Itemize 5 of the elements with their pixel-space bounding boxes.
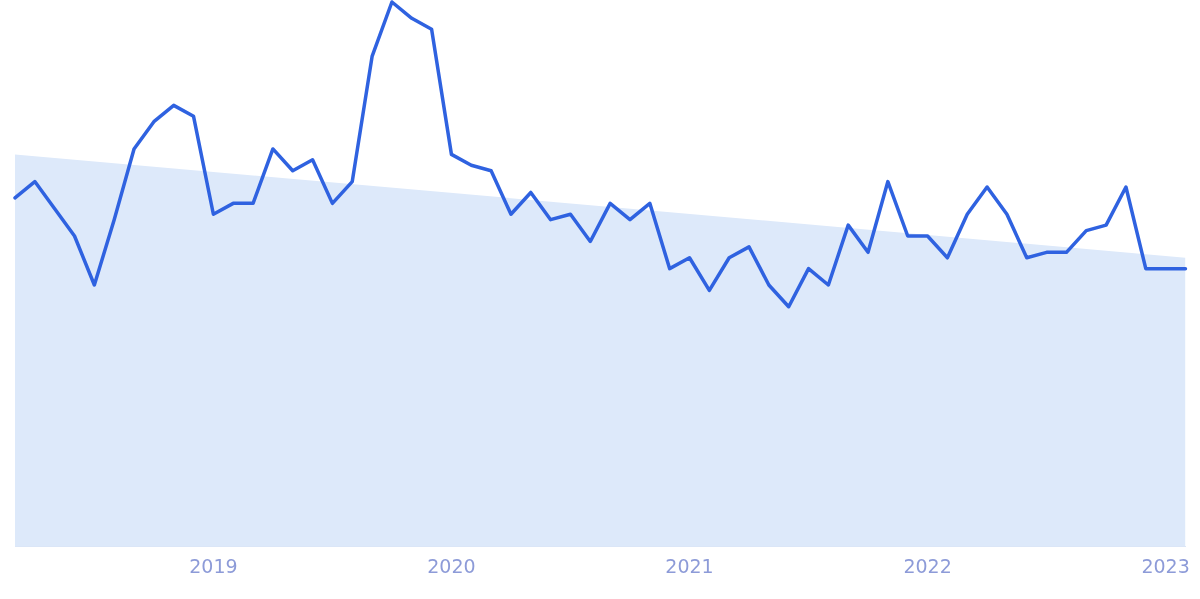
x-tick-label: 2022 <box>903 554 952 577</box>
x-tick-label: 2023 <box>1141 554 1190 577</box>
x-tick-label: 2019 <box>189 554 238 577</box>
x-tick-label: 2021 <box>665 554 714 577</box>
x-tick-label: 2020 <box>427 554 476 577</box>
